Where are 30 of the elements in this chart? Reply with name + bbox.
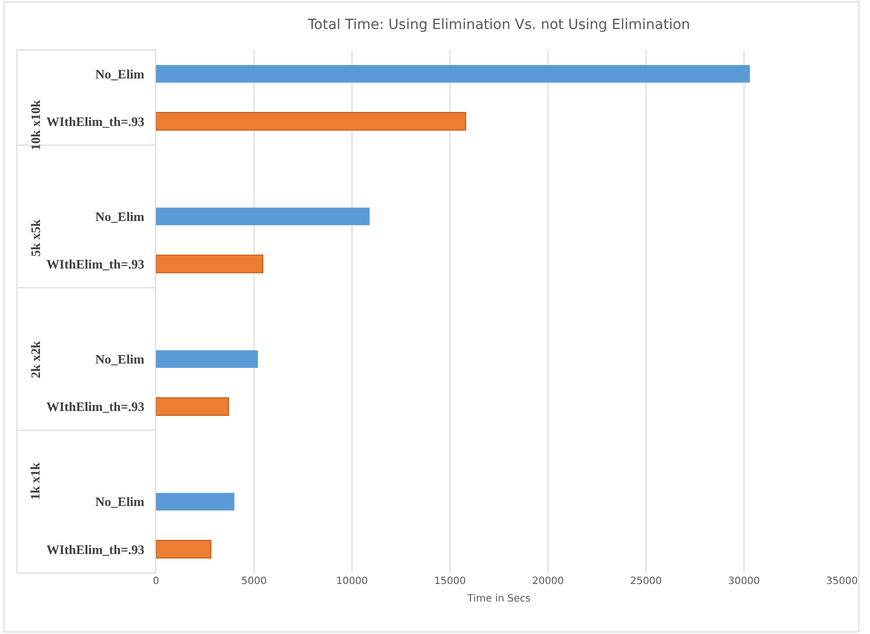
x-axis-title: Time in Secs xyxy=(466,594,531,604)
x-tick-label: 35000 xyxy=(826,576,858,587)
y-tick-label: No_Elim xyxy=(95,494,145,510)
x-tick-label: 5000 xyxy=(241,576,267,587)
x-tick-label: 20000 xyxy=(532,576,564,587)
y-tick-label: WIthElim_th=.93 xyxy=(46,114,145,129)
text: 2k x2k xyxy=(28,340,44,378)
bar xyxy=(156,492,234,510)
x-tick-label: 25000 xyxy=(630,576,662,587)
y-tick-label: No_Elim xyxy=(95,352,145,367)
text: 5k x5k xyxy=(28,218,43,257)
text: 10k x10k xyxy=(28,99,44,150)
bar xyxy=(156,540,212,559)
y-tick-label: WIthElim_th=.93 xyxy=(46,256,145,272)
x-tick-label: 15000 xyxy=(434,576,466,587)
bar xyxy=(156,208,370,226)
y-tick-label: WIthElim_th=.93 xyxy=(46,399,145,414)
bar xyxy=(156,64,750,83)
chart-title: Total Time: Using Elimination Vs. not Using Elimination xyxy=(306,16,690,33)
y-tick-label: No_Elim xyxy=(95,208,145,224)
x-tick-label: 10000 xyxy=(336,576,368,587)
bar xyxy=(156,112,466,131)
y-tick-label: WIthElim_th=.93 xyxy=(46,542,145,557)
bar xyxy=(156,397,230,416)
text: 1k x1k xyxy=(28,462,43,500)
y-tick-label: No_Elim xyxy=(95,66,145,82)
x-tick-label: 30000 xyxy=(728,576,760,587)
bar xyxy=(156,350,258,368)
x-tick-label: 0 xyxy=(152,576,160,587)
bar xyxy=(156,254,264,274)
